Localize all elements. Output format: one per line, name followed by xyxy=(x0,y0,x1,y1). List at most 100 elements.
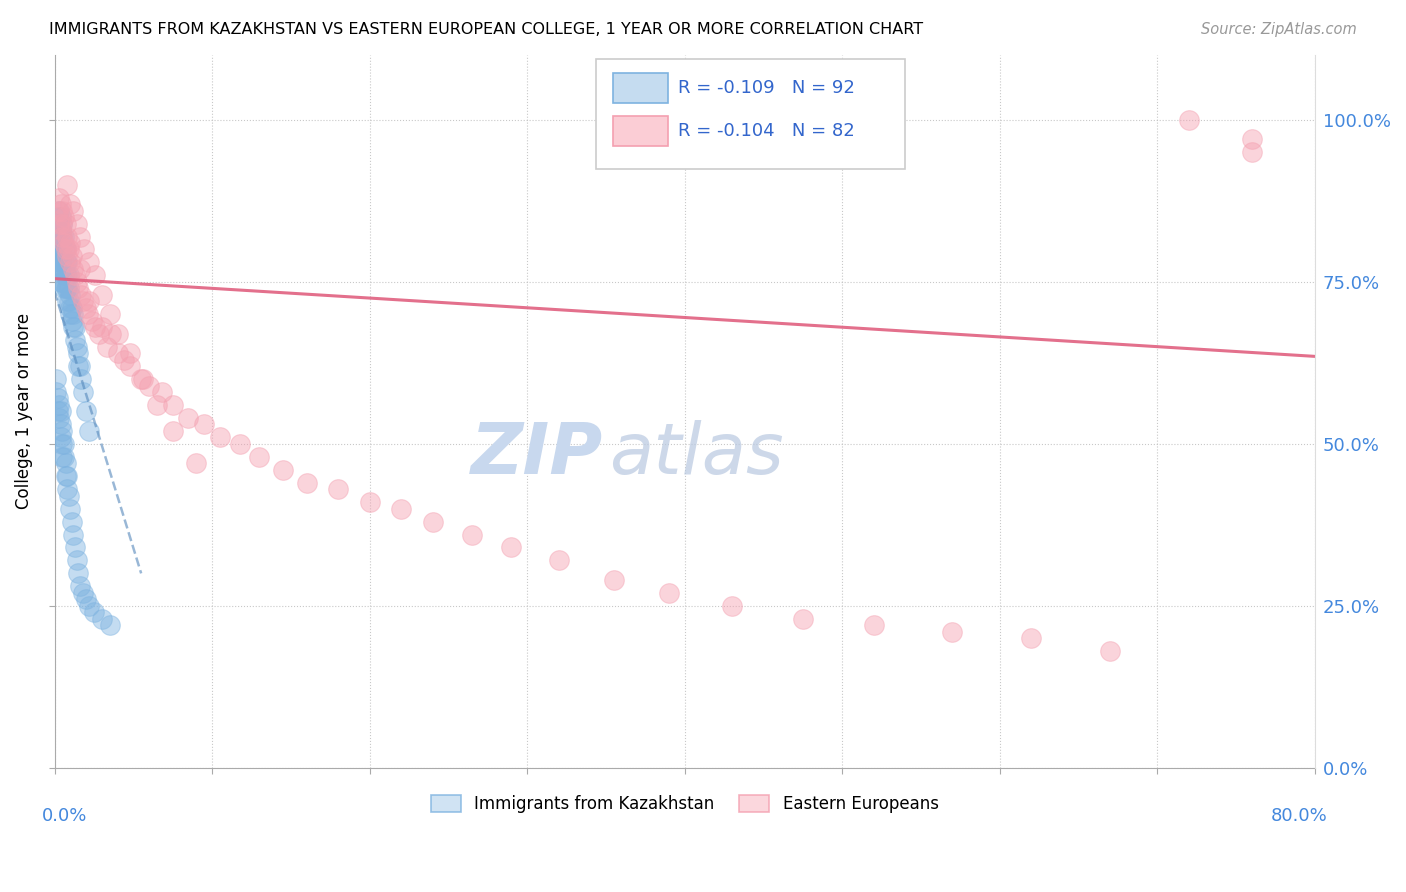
Point xyxy=(63,320,86,334)
Point xyxy=(62,307,84,321)
Point xyxy=(162,398,184,412)
Point xyxy=(112,352,135,367)
Point xyxy=(53,229,76,244)
Point xyxy=(69,229,91,244)
Point xyxy=(55,268,77,283)
Text: 80.0%: 80.0% xyxy=(1271,807,1327,825)
Point xyxy=(51,424,73,438)
Point xyxy=(48,410,70,425)
Point xyxy=(461,527,484,541)
Point xyxy=(67,281,90,295)
Text: R = -0.109   N = 92: R = -0.109 N = 92 xyxy=(678,78,855,97)
Point xyxy=(62,320,84,334)
Point xyxy=(186,456,208,470)
Point xyxy=(77,424,100,438)
Point xyxy=(67,359,90,373)
Point xyxy=(75,404,97,418)
Point xyxy=(65,340,87,354)
Point xyxy=(46,249,69,263)
Point xyxy=(62,527,84,541)
Point xyxy=(59,501,82,516)
Point xyxy=(53,235,76,250)
Point xyxy=(98,307,121,321)
Point xyxy=(1098,644,1121,658)
Point xyxy=(56,229,79,244)
Point xyxy=(48,203,70,218)
Point xyxy=(51,275,73,289)
Point xyxy=(48,255,70,269)
Text: IMMIGRANTS FROM KAZAKHSTAN VS EASTERN EUROPEAN COLLEGE, 1 YEAR OR MORE CORRELATI: IMMIGRANTS FROM KAZAKHSTAN VS EASTERN EU… xyxy=(49,22,924,37)
Point xyxy=(59,301,82,315)
Point xyxy=(59,235,82,250)
Point xyxy=(82,314,104,328)
Point xyxy=(72,586,94,600)
Point xyxy=(63,541,86,555)
Text: atlas: atlas xyxy=(609,419,783,489)
Text: ZIP: ZIP xyxy=(471,419,603,489)
Point xyxy=(84,320,107,334)
Point xyxy=(77,599,100,613)
Text: R = -0.104   N = 82: R = -0.104 N = 82 xyxy=(678,121,855,140)
Point xyxy=(58,281,80,295)
Point xyxy=(501,541,523,555)
Point xyxy=(53,450,76,464)
Point xyxy=(46,203,69,218)
Point xyxy=(138,378,160,392)
Point xyxy=(107,326,129,341)
Point xyxy=(56,255,79,269)
Point xyxy=(51,217,73,231)
Point xyxy=(49,223,72,237)
Point xyxy=(120,346,142,360)
Point xyxy=(55,255,77,269)
Point xyxy=(48,217,70,231)
Point xyxy=(56,249,79,263)
Point xyxy=(48,191,70,205)
Point xyxy=(63,333,86,347)
Point xyxy=(69,579,91,593)
Point xyxy=(45,217,67,231)
Point xyxy=(55,456,77,470)
Point xyxy=(547,553,569,567)
Point xyxy=(107,346,129,360)
Point xyxy=(51,203,73,218)
Point xyxy=(70,288,93,302)
Point xyxy=(48,235,70,250)
Point xyxy=(75,301,97,315)
Legend: Immigrants from Kazakhstan, Eastern Europeans: Immigrants from Kazakhstan, Eastern Euro… xyxy=(425,789,945,820)
Point xyxy=(1019,631,1042,645)
Point xyxy=(53,255,76,269)
Y-axis label: College, 1 year or more: College, 1 year or more xyxy=(15,313,32,509)
Point xyxy=(177,410,200,425)
Point xyxy=(51,261,73,276)
Point xyxy=(193,417,215,432)
Point xyxy=(51,437,73,451)
Point xyxy=(65,275,87,289)
Point xyxy=(67,566,90,581)
Point xyxy=(58,268,80,283)
Point xyxy=(53,268,76,283)
Point xyxy=(49,229,72,244)
FancyBboxPatch shape xyxy=(613,116,668,145)
Point xyxy=(247,450,270,464)
Point xyxy=(941,624,963,639)
Point xyxy=(51,217,73,231)
Point xyxy=(55,243,77,257)
Point xyxy=(73,243,96,257)
Point xyxy=(59,197,82,211)
Point xyxy=(75,592,97,607)
Point xyxy=(60,515,83,529)
Point xyxy=(56,268,79,283)
Point xyxy=(90,320,112,334)
Point xyxy=(62,203,84,218)
Point xyxy=(76,307,98,321)
Point xyxy=(60,314,83,328)
Point xyxy=(49,430,72,444)
Point xyxy=(51,243,73,257)
Point xyxy=(58,243,80,257)
Point xyxy=(58,489,80,503)
FancyBboxPatch shape xyxy=(596,59,905,169)
Point xyxy=(49,261,72,276)
Point xyxy=(96,340,118,354)
Point xyxy=(45,229,67,244)
Point xyxy=(60,249,83,263)
